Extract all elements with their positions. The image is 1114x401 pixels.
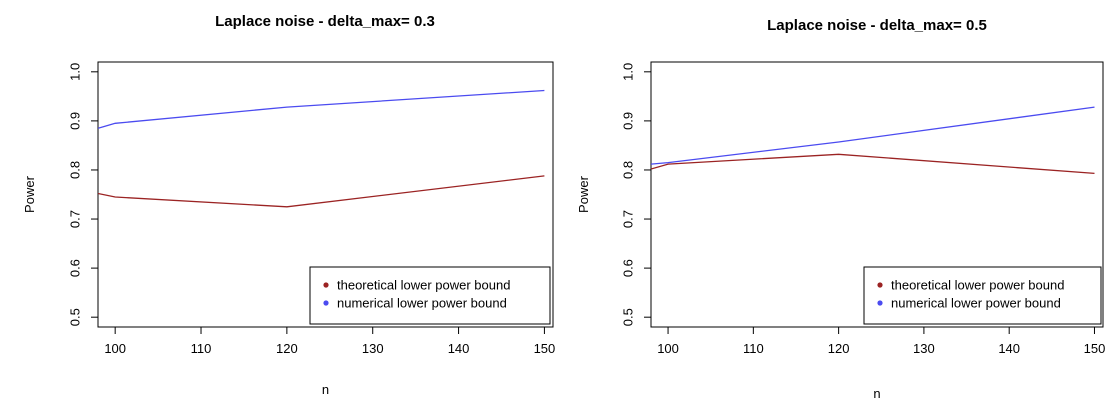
y-axis-label: Power xyxy=(22,175,37,213)
x-tick-label: 140 xyxy=(448,341,470,356)
chart-title: Laplace noise - delta_max= 0.3 xyxy=(215,13,435,30)
legend-box xyxy=(309,266,551,325)
y-tick-label: 0.6 xyxy=(620,259,635,277)
y-tick-label: 0.9 xyxy=(620,112,635,130)
legend-label: numerical lower power bound xyxy=(337,296,507,311)
y-tick-label: 0.5 xyxy=(67,308,82,326)
x-tick-label: 100 xyxy=(104,341,126,356)
series-line-numerical xyxy=(98,89,545,129)
legend-marker xyxy=(323,300,329,306)
legend: theoretical lower power bound numerical l… xyxy=(309,266,551,325)
y-tick-label: 0.7 xyxy=(620,210,635,228)
x-tick-label: 140 xyxy=(998,341,1020,356)
chart-panel-1: Laplace noise - delta_max= 0.3 100 110 120 1… xyxy=(22,13,555,397)
series-line-numerical xyxy=(651,106,1095,165)
x-axis-label: n xyxy=(873,386,880,401)
x-tick-label: 120 xyxy=(828,341,850,356)
chart-panel-2: Laplace noise - delta_max= 0.5 100 110 120 1… xyxy=(576,17,1105,401)
series-line-theoretical xyxy=(98,175,545,208)
legend-marker xyxy=(323,282,329,288)
plot-frame xyxy=(650,61,1104,328)
legend-label: theoretical lower power bound xyxy=(891,278,1064,293)
x-tick-label: 130 xyxy=(913,341,935,356)
chart-title: Laplace noise - delta_max= 0.5 xyxy=(767,17,987,34)
series-line-theoretical xyxy=(651,153,1095,175)
y-tick-label: 0.6 xyxy=(67,259,82,277)
x-tick-label: 120 xyxy=(276,341,298,356)
x-tick-label: 150 xyxy=(1084,341,1106,356)
legend-marker xyxy=(877,282,883,288)
legend-label: numerical lower power bound xyxy=(891,296,1061,311)
x-tick-label: 100 xyxy=(657,341,679,356)
legend-label: theoretical lower power bound xyxy=(337,278,510,293)
y-tick-label: 0.5 xyxy=(620,308,635,326)
x-tick-label: 130 xyxy=(362,341,384,356)
x-tick-label: 110 xyxy=(191,341,212,356)
y-axis-label: Power xyxy=(576,175,591,213)
x-tick-label: 150 xyxy=(534,341,556,356)
y-tick-label: 0.7 xyxy=(67,210,82,228)
y-tick-label: 0.8 xyxy=(67,161,82,179)
legend-marker xyxy=(877,300,883,306)
x-axis-label: n xyxy=(322,382,329,397)
plot-frame xyxy=(97,61,554,328)
x-tick-label: 110 xyxy=(743,341,764,356)
y-tick-label: 0.8 xyxy=(620,161,635,179)
legend: theoretical lower power bound numerical l… xyxy=(863,266,1102,325)
y-tick-label: 1.0 xyxy=(67,63,82,81)
y-tick-label: 1.0 xyxy=(620,63,635,81)
legend-box xyxy=(863,266,1102,325)
y-tick-label: 0.9 xyxy=(67,112,82,130)
